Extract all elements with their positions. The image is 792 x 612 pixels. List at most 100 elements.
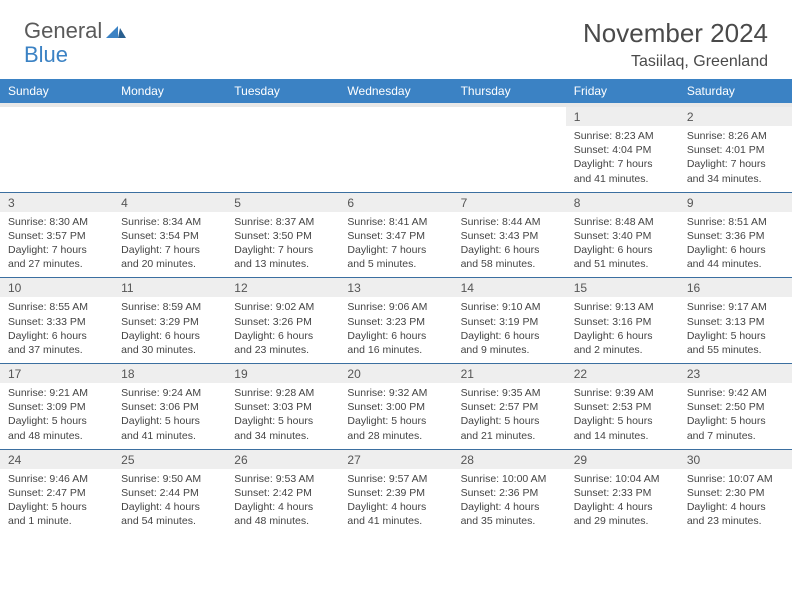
daylight-line: Daylight: 4 hours and 29 minutes. <box>574 500 671 528</box>
day-number: 28 <box>453 449 566 469</box>
day-number-row: 10111213141516 <box>0 278 792 298</box>
day-cell: Sunrise: 9:57 AMSunset: 2:39 PMDaylight:… <box>339 469 452 535</box>
sunset-line: Sunset: 3:26 PM <box>234 315 331 329</box>
sunrise-line: Sunrise: 8:44 AM <box>461 215 558 229</box>
sunset-line: Sunset: 2:36 PM <box>461 486 558 500</box>
sunset-line: Sunset: 2:47 PM <box>8 486 105 500</box>
day-content-row: Sunrise: 9:46 AMSunset: 2:47 PM Daylight:… <box>0 469 792 535</box>
daylight-line: Daylight: 4 hours and 48 minutes. <box>234 500 331 528</box>
day-number: 26 <box>226 449 339 469</box>
day-cell: Sunrise: 9:06 AMSunset: 3:23 PMDaylight:… <box>339 297 452 363</box>
sunset-line: Sunset: 4:01 PM <box>687 143 784 157</box>
day-cell: Sunrise: 8:34 AMSunset: 3:54 PMDaylight:… <box>113 212 226 278</box>
day-cell: Sunrise: 9:46 AMSunset: 2:47 PMDaylight:… <box>0 469 113 535</box>
day-content-row: Sunrise: 8:23 AMSunset: 4:04 PMDaylight:… <box>0 126 792 192</box>
daylight-line: Daylight: 6 hours and 37 minutes. <box>8 329 105 357</box>
day-cell: Sunrise: 8:23 AMSunset: 4:04 PMDaylight:… <box>566 126 679 192</box>
day-number: 20 <box>339 364 452 384</box>
day-header: Tuesday <box>226 79 339 105</box>
sunset-line: Sunset: 3:19 PM <box>461 315 558 329</box>
sunset-line: Sunset: 2:39 PM <box>347 486 444 500</box>
sunrise-line: Sunrise: 9:17 AM <box>687 300 784 314</box>
sunset-line: Sunset: 4:04 PM <box>574 143 671 157</box>
day-number: 6 <box>339 192 452 212</box>
sunset-line: Sunset: 3:06 PM <box>121 400 218 414</box>
day-number: 1 <box>566 105 679 126</box>
day-cell <box>453 126 566 192</box>
day-content-row: Sunrise: 8:55 AMSunset: 3:33 PMDaylight:… <box>0 297 792 363</box>
sunrise-line: Sunrise: 8:59 AM <box>121 300 218 314</box>
sunrise-line: Sunrise: 9:24 AM <box>121 386 218 400</box>
day-number: 19 <box>226 364 339 384</box>
day-cell: Sunrise: 8:44 AMSunset: 3:43 PMDaylight:… <box>453 212 566 278</box>
daylight-line: Daylight: 5 hours and 21 minutes. <box>461 414 558 442</box>
day-header: Thursday <box>453 79 566 105</box>
daylight-line: Daylight: 5 hours and 28 minutes. <box>347 414 444 442</box>
day-cell: Sunrise: 9:39 AMSunset: 2:53 PMDaylight:… <box>566 383 679 449</box>
sunrise-line: Sunrise: 9:39 AM <box>574 386 671 400</box>
sunset-line: Sunset: 3:57 PM <box>8 229 105 243</box>
day-cell: Sunrise: 9:28 AMSunset: 3:03 PMDaylight:… <box>226 383 339 449</box>
sunset-line: Sunset: 3:54 PM <box>121 229 218 243</box>
daylight-line: Daylight: 7 hours and 20 minutes. <box>121 243 218 271</box>
day-cell: Sunrise: 8:59 AMSunset: 3:29 PMDaylight:… <box>113 297 226 363</box>
day-number: 5 <box>226 192 339 212</box>
daylight-line: Daylight: 7 hours and 27 minutes. <box>8 243 105 271</box>
daylight-line: Daylight: 4 hours and 54 minutes. <box>121 500 218 528</box>
sunrise-line: Sunrise: 8:30 AM <box>8 215 105 229</box>
sunrise-line: Sunrise: 8:51 AM <box>687 215 784 229</box>
sunrise-line: Sunrise: 8:48 AM <box>574 215 671 229</box>
daylight-line: Daylight: 6 hours and 16 minutes. <box>347 329 444 357</box>
day-cell: Sunrise: 9:17 AMSunset: 3:13 PMDaylight:… <box>679 297 792 363</box>
day-number-row: 3456789 <box>0 192 792 212</box>
sunset-line: Sunset: 3:13 PM <box>687 315 784 329</box>
sunset-line: Sunset: 3:40 PM <box>574 229 671 243</box>
sunrise-line: Sunrise: 9:13 AM <box>574 300 671 314</box>
day-number: 21 <box>453 364 566 384</box>
month-title: November 2024 <box>583 18 768 49</box>
day-number: 11 <box>113 278 226 298</box>
sunset-line: Sunset: 2:33 PM <box>574 486 671 500</box>
day-cell: Sunrise: 8:30 AMSunset: 3:57 PMDaylight:… <box>0 212 113 278</box>
day-number: 23 <box>679 364 792 384</box>
day-cell: Sunrise: 10:04 AMSunset: 2:33 PMDaylight… <box>566 469 679 535</box>
daylight-line: Daylight: 7 hours and 34 minutes. <box>687 157 784 185</box>
day-cell: Sunrise: 9:02 AMSunset: 3:26 PMDaylight:… <box>226 297 339 363</box>
day-number <box>0 105 113 126</box>
sunset-line: Sunset: 3:16 PM <box>574 315 671 329</box>
sunset-line: Sunset: 3:29 PM <box>121 315 218 329</box>
sunrise-line: Sunrise: 9:32 AM <box>347 386 444 400</box>
daylight-line: Daylight: 5 hours and 34 minutes. <box>234 414 331 442</box>
day-number: 25 <box>113 449 226 469</box>
day-number: 13 <box>339 278 452 298</box>
day-number: 14 <box>453 278 566 298</box>
logo-mark-icon <box>106 22 126 43</box>
title-block: November 2024 Tasiilaq, Greenland <box>583 18 768 71</box>
day-content-row: Sunrise: 8:30 AMSunset: 3:57 PMDaylight:… <box>0 212 792 278</box>
sunrise-line: Sunrise: 9:53 AM <box>234 472 331 486</box>
day-cell <box>226 126 339 192</box>
day-header: Wednesday <box>339 79 452 105</box>
daylight-line: Daylight: 7 hours and 41 minutes. <box>574 157 671 185</box>
sunset-line: Sunset: 3:47 PM <box>347 229 444 243</box>
daylight-line: Daylight: 5 hours and 41 minutes. <box>121 414 218 442</box>
day-number: 7 <box>453 192 566 212</box>
day-number <box>339 105 452 126</box>
day-number: 3 <box>0 192 113 212</box>
calendar-table: SundayMondayTuesdayWednesdayThursdayFrid… <box>0 79 792 534</box>
day-number: 29 <box>566 449 679 469</box>
sunrise-line: Sunrise: 10:04 AM <box>574 472 671 486</box>
day-cell: Sunrise: 9:13 AMSunset: 3:16 PMDaylight:… <box>566 297 679 363</box>
day-cell: Sunrise: 8:51 AMSunset: 3:36 PMDaylight:… <box>679 212 792 278</box>
daylight-line: Daylight: 5 hours and 7 minutes. <box>687 414 784 442</box>
daylight-line: Daylight: 6 hours and 58 minutes. <box>461 243 558 271</box>
daylight-line: Daylight: 7 hours and 13 minutes. <box>234 243 331 271</box>
sunrise-line: Sunrise: 9:10 AM <box>461 300 558 314</box>
sunrise-line: Sunrise: 9:46 AM <box>8 472 105 486</box>
location: Tasiilaq, Greenland <box>583 53 768 71</box>
sunset-line: Sunset: 3:36 PM <box>687 229 784 243</box>
day-number: 27 <box>339 449 452 469</box>
day-header: Monday <box>113 79 226 105</box>
day-cell: Sunrise: 9:42 AMSunset: 2:50 PMDaylight:… <box>679 383 792 449</box>
day-cell: Sunrise: 9:50 AMSunset: 2:44 PMDaylight:… <box>113 469 226 535</box>
